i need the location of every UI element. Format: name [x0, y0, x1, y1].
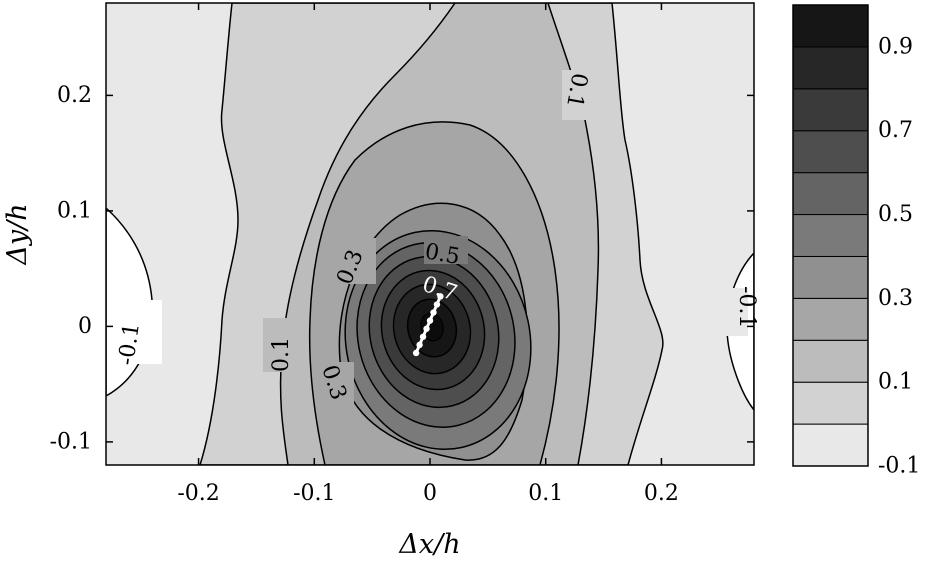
colorbar-tick-label: -0.1 [878, 454, 920, 479]
trajectory-point [419, 333, 427, 340]
trajectory-point [423, 325, 430, 332]
colorbar-segment [792, 46, 869, 90]
contour-labels: 0.1 0.1 0.3 0.3 0.5 0.7 -0.1 -0.1 [114, 70, 759, 414]
colorbar-segment [792, 88, 869, 132]
colorbar-tick-label: 0.3 [878, 286, 913, 311]
colorbar-segment [792, 130, 869, 174]
contour-label: -0.1 [734, 286, 759, 328]
colorbar-segment [792, 4, 869, 48]
trajectory-point [437, 293, 444, 300]
colorbar-segment [792, 423, 869, 467]
trajectory [412, 293, 444, 357]
contour-label: 0.5 [423, 239, 462, 270]
colorbar-segment [792, 339, 869, 383]
x-axis-label: Δx/h [398, 529, 460, 560]
x-tick: 0.2 [644, 3, 679, 506]
colorbar-tick-labels: 0.9 0.7 0.5 0.3 0.1 -0.1 [878, 34, 920, 478]
x-axis-ticks: -0.2 -0.1 0 0.1 0.2 [177, 3, 679, 506]
y-axis-label: Δy/h [2, 203, 33, 265]
x-tick: -0.1 [293, 3, 335, 506]
colorbar-segment [792, 214, 869, 257]
y-tick-label: -0.1 [50, 429, 92, 454]
x-tick: 0 [423, 3, 437, 506]
colorbar-segment [792, 255, 869, 299]
trajectory-point [433, 301, 441, 308]
y-tick-label: 0.1 [57, 198, 92, 223]
y-tick: -0.1 [50, 429, 754, 454]
colorbar-tick-label: 0.9 [878, 34, 913, 59]
x-tick-label: -0.1 [293, 481, 335, 506]
trajectory-point [430, 309, 437, 316]
colorbar-segment [792, 172, 869, 216]
x-tick-label: 0 [423, 481, 437, 506]
colorbar [792, 4, 869, 467]
contour-band-1-0 [420, 312, 444, 342]
trajectory-point [426, 317, 434, 324]
colorbar-segment [792, 381, 869, 425]
trajectory-point [416, 341, 423, 349]
contour-plot-area [106, 3, 754, 465]
x-tick: 0.1 [528, 3, 563, 506]
x-tick-label: 0.2 [644, 481, 679, 506]
colorbar-frame [792, 4, 869, 467]
contour-label: -0.1 [114, 321, 145, 366]
y-tick: 0.1 [57, 198, 754, 223]
colorbar-tick-label: 0.5 [878, 202, 913, 227]
colorbar-tick-label: 0.1 [878, 370, 913, 395]
contour-label: 0.1 [269, 337, 294, 372]
contour-label: 0.1 [561, 71, 592, 110]
y-tick: 0 [78, 314, 754, 339]
colorbar-tick-label: 0.7 [878, 118, 913, 143]
x-tick-label: 0.1 [528, 481, 563, 506]
y-tick: 0.2 [57, 83, 754, 108]
y-tick-label: 0.2 [57, 83, 92, 108]
colorbar-segment [792, 297, 869, 341]
y-tick-label: 0 [78, 314, 92, 339]
x-tick: -0.2 [177, 3, 220, 506]
trajectory-point [412, 349, 420, 357]
x-tick-label: -0.2 [177, 481, 219, 506]
y-axis-ticks: -0.1 0 0.1 0.2 [50, 83, 754, 454]
